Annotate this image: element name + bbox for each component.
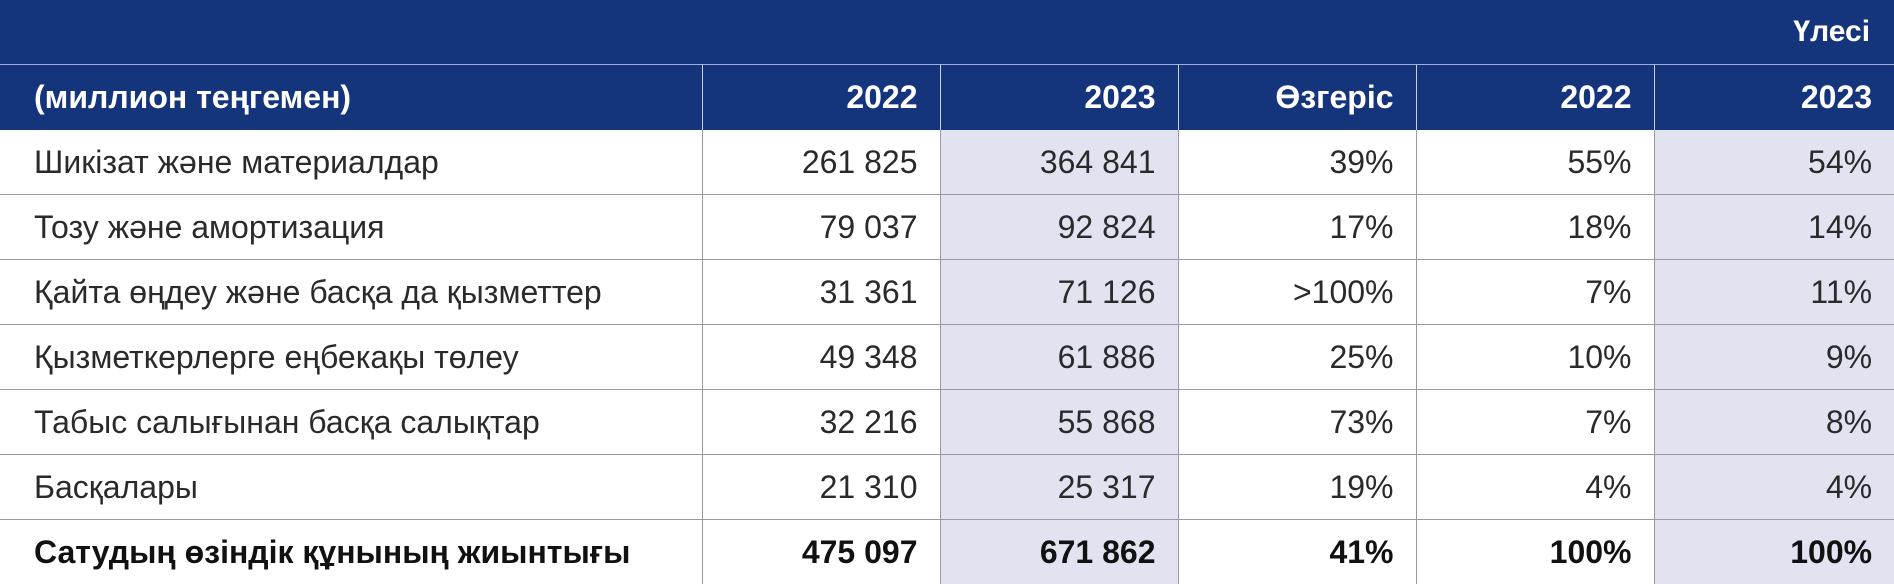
share-2023: 8% bbox=[1654, 389, 1894, 455]
share-2022: 10% bbox=[1416, 324, 1655, 390]
share-2022: 4% bbox=[1416, 454, 1655, 520]
change-value: 19% bbox=[1178, 454, 1417, 520]
share-header: Үлесі bbox=[0, 0, 1894, 65]
value-2023: 55 868 bbox=[940, 389, 1179, 455]
row-label: Табыс салығынан басқа салықтар bbox=[0, 389, 703, 455]
column-header-row: (миллион теңгемен) 2022 2023 Өзгеріс 202… bbox=[0, 64, 1894, 130]
share-2022: 7% bbox=[1416, 389, 1655, 455]
share-header-row: Үлесі bbox=[0, 0, 1894, 65]
change-value: 39% bbox=[1178, 130, 1417, 195]
header-share-2022: 2022 bbox=[1416, 64, 1655, 130]
table-row: Қызметкерлерге еңбекақы төлеу 49 348 61 … bbox=[0, 324, 1894, 390]
share-2022: 7% bbox=[1416, 259, 1655, 325]
total-share-2022: 100% bbox=[1416, 519, 1655, 584]
change-value: 73% bbox=[1178, 389, 1417, 455]
total-row: Сатудың өзіндік құнының жиынтығы 475 097… bbox=[0, 519, 1894, 584]
total-2022: 475 097 bbox=[702, 519, 941, 584]
share-2022: 55% bbox=[1416, 130, 1655, 195]
value-2022: 32 216 bbox=[702, 389, 941, 455]
value-2022: 31 361 bbox=[702, 259, 941, 325]
table-row: Табыс салығынан басқа салықтар 32 216 55… bbox=[0, 389, 1894, 455]
share-2023: 54% bbox=[1654, 130, 1894, 195]
change-value: 25% bbox=[1178, 324, 1417, 390]
unit-header: (миллион теңгемен) bbox=[0, 64, 703, 130]
value-2023: 92 824 bbox=[940, 194, 1179, 260]
value-2022: 79 037 bbox=[702, 194, 941, 260]
value-2023: 25 317 bbox=[940, 454, 1179, 520]
header-change: Өзгеріс bbox=[1178, 64, 1417, 130]
total-share-2023: 100% bbox=[1654, 519, 1894, 584]
share-2023: 4% bbox=[1654, 454, 1894, 520]
table-row: Басқалары 21 310 25 317 19% 4% 4% bbox=[0, 454, 1894, 520]
row-label: Тозу және амортизация bbox=[0, 194, 703, 260]
total-change: 41% bbox=[1178, 519, 1417, 584]
table-row: Тозу және амортизация 79 037 92 824 17% … bbox=[0, 194, 1894, 260]
value-2022: 49 348 bbox=[702, 324, 941, 390]
share-2023: 11% bbox=[1654, 259, 1894, 325]
share-2022: 18% bbox=[1416, 194, 1655, 260]
total-label: Сатудың өзіндік құнының жиынтығы bbox=[0, 519, 703, 584]
value-2023: 71 126 bbox=[940, 259, 1179, 325]
total-2023: 671 862 bbox=[940, 519, 1179, 584]
value-2023: 61 886 bbox=[940, 324, 1179, 390]
row-label: Қызметкерлерге еңбекақы төлеу bbox=[0, 324, 703, 390]
value-2022: 21 310 bbox=[702, 454, 941, 520]
share-2023: 14% bbox=[1654, 194, 1894, 260]
header-2022: 2022 bbox=[702, 64, 941, 130]
value-2022: 261 825 bbox=[702, 130, 941, 195]
header-share-2023: 2023 bbox=[1654, 64, 1894, 130]
header-2023: 2023 bbox=[940, 64, 1179, 130]
value-2023: 364 841 bbox=[940, 130, 1179, 195]
table-row: Қайта өңдеу және басқа да қызметтер 31 3… bbox=[0, 259, 1894, 325]
row-label: Қайта өңдеу және басқа да қызметтер bbox=[0, 259, 703, 325]
row-label: Шикізат және материалдар bbox=[0, 130, 703, 195]
change-value: 17% bbox=[1178, 194, 1417, 260]
row-label: Басқалары bbox=[0, 454, 703, 520]
table-row: Шикізат және материалдар 261 825 364 841… bbox=[0, 130, 1894, 195]
share-2023: 9% bbox=[1654, 324, 1894, 390]
change-value: >100% bbox=[1178, 259, 1417, 325]
